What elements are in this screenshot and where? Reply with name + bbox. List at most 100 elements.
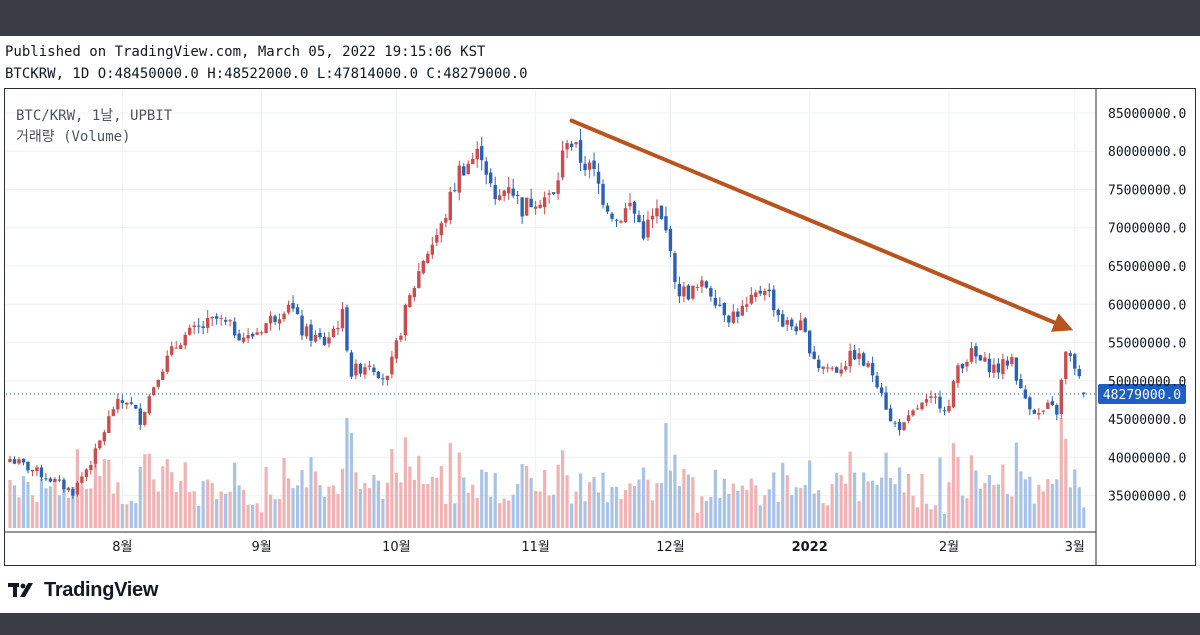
bottom-frame — [0, 613, 1200, 635]
volume-bar — [12, 485, 17, 528]
candle-body — [929, 396, 933, 398]
candle-body — [502, 190, 506, 197]
candle-body — [857, 353, 861, 359]
volume-bar — [983, 483, 987, 528]
candle-body — [825, 367, 830, 369]
volume-bar — [826, 505, 830, 528]
candle-body — [489, 172, 493, 184]
candle-body — [794, 326, 798, 332]
x-tick-label: 11월 — [521, 540, 550, 555]
candle-body — [327, 337, 331, 344]
volume-bar — [439, 465, 443, 528]
candle-body — [255, 332, 259, 335]
brand-logo[interactable]: TradingView — [8, 578, 158, 602]
volume-bar — [745, 490, 749, 528]
volume-bar — [111, 493, 115, 528]
volume-bar — [875, 484, 879, 528]
candle-body — [673, 253, 677, 282]
volume-bar — [673, 454, 677, 528]
candle-body — [304, 326, 309, 337]
volume-bar — [601, 472, 605, 528]
volume-bar — [44, 488, 48, 528]
volume-bar — [179, 480, 183, 528]
candle-body — [358, 363, 363, 374]
volume-bar — [920, 474, 924, 528]
volume-bar — [354, 472, 358, 528]
candle-body — [529, 198, 533, 208]
candle-body — [920, 402, 924, 410]
last-price-tag — [1098, 383, 1186, 404]
candle-body — [462, 166, 466, 176]
volume-bar — [556, 464, 560, 528]
volume-bar — [237, 485, 241, 528]
volume-bar — [713, 469, 717, 528]
volume-bar — [628, 483, 632, 528]
candle-body — [713, 297, 718, 306]
volume-bar — [66, 497, 71, 528]
published-line: Published on TradingView.com, March 05, … — [5, 44, 486, 60]
candle-body — [969, 348, 974, 362]
volume-bar — [8, 480, 12, 528]
candle-body — [781, 314, 785, 327]
volume-bar — [134, 503, 138, 528]
volume-bar — [192, 491, 196, 528]
candle-body — [430, 244, 435, 255]
candle-body — [300, 315, 304, 336]
candle-body — [924, 399, 929, 403]
y-tick-label: 85000000.0 — [1108, 107, 1186, 122]
candle-body — [174, 347, 178, 349]
volume-bar — [125, 504, 129, 528]
candle-body — [125, 402, 129, 405]
volume-bar — [26, 481, 30, 528]
candle-body — [574, 142, 578, 145]
candle-body — [1019, 379, 1023, 389]
candle-body — [623, 208, 628, 223]
candle-body — [754, 292, 758, 298]
candle-body — [1041, 410, 1046, 412]
volume-bar — [390, 449, 394, 528]
volume-bar — [358, 488, 363, 528]
volume-bar — [965, 498, 969, 528]
volume-bar — [525, 465, 529, 528]
volume-bar — [394, 472, 398, 528]
candle-body — [196, 325, 201, 327]
candle-body — [1001, 359, 1005, 375]
candle-body — [475, 148, 479, 160]
top-frame — [0, 0, 1200, 36]
volume-bar — [255, 503, 259, 528]
volume-bar — [62, 481, 66, 528]
volume-bar — [650, 500, 655, 528]
volume-bar — [668, 470, 673, 528]
volume-bar — [215, 499, 219, 528]
volume-bar — [722, 478, 726, 528]
volume-bar — [372, 474, 376, 528]
volume-bar — [646, 479, 650, 528]
candle-body — [848, 350, 852, 367]
candle-body — [412, 288, 417, 298]
volume-bar — [17, 497, 21, 528]
candle-body — [888, 408, 893, 422]
volume-bar — [489, 496, 493, 528]
volume-bar — [399, 482, 403, 528]
y-tick-label: 75000000.0 — [1108, 183, 1186, 198]
candle-body — [852, 350, 857, 360]
candle-body — [134, 405, 138, 409]
candle-body — [996, 363, 1001, 373]
x-tick-label: 3월 — [1065, 540, 1085, 555]
candle-body — [1050, 401, 1055, 406]
volume-bar — [507, 500, 511, 528]
candle-body — [816, 359, 821, 369]
candle-body — [219, 317, 223, 319]
volume-bar — [686, 474, 690, 528]
candle-body — [655, 208, 659, 217]
candle-body — [933, 396, 938, 398]
candle-body — [1028, 397, 1032, 410]
x-tick-label: 12월 — [656, 540, 685, 555]
volume-bar — [430, 476, 434, 528]
trend-arrow — [569, 118, 1074, 332]
candle-body — [363, 367, 367, 375]
volume-bar — [327, 486, 331, 528]
candle-body — [587, 162, 592, 170]
candle-body — [147, 396, 151, 414]
